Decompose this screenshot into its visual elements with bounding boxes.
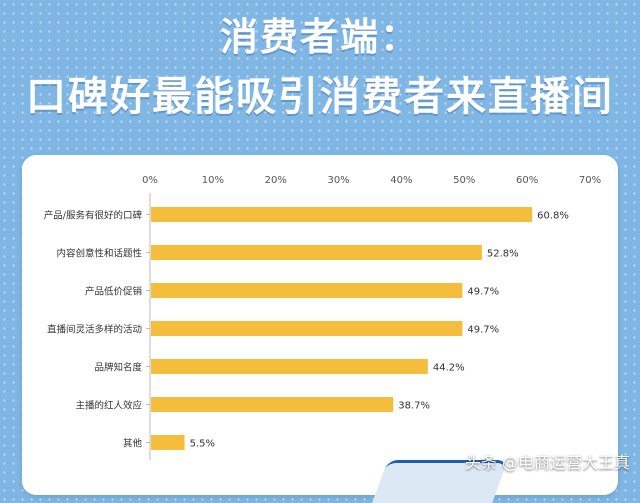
category-label: 内容创意性和话题性 (56, 248, 142, 260)
x-tick-label: 10% (202, 175, 224, 186)
title-line-1: 消费者端： (219, 15, 420, 59)
x-tick-label: 50% (453, 175, 475, 186)
category-label: 产品/服务有很好的口碑 (44, 210, 143, 222)
watermark: 头条 @电商运营大王真 (464, 453, 630, 472)
x-tick-label: 40% (390, 175, 412, 186)
x-tick-label: 0% (142, 175, 158, 186)
bar (151, 245, 482, 260)
category-label: 其他 (123, 438, 143, 450)
x-tick-label: 20% (265, 175, 287, 186)
category-label: 产品低价促销 (85, 286, 143, 298)
bar (151, 359, 428, 374)
x-tick-label: 70% (579, 175, 601, 186)
bar (151, 283, 463, 298)
bar (151, 397, 394, 412)
bar-chart: 0% 10% 20% 30% 40% 50% 60% 70% 产品/服务有很好的口碑 60.8% 内… (44, 175, 601, 460)
x-tick-label: 30% (327, 175, 349, 186)
value-label: 60.8% (537, 211, 569, 222)
value-label: 44.2% (433, 363, 465, 374)
x-tick-label: 60% (516, 175, 538, 186)
value-label: 5.5% (190, 439, 215, 450)
category-label: 主播的红人效应 (75, 400, 142, 412)
title-line-2: 口碑好最能吸引消费者来直播间 (26, 74, 614, 120)
value-label: 52.8% (487, 249, 519, 260)
bar (151, 321, 463, 336)
category-label: 品牌知名度 (94, 362, 142, 374)
category-label: 直播间灵活多样的活动 (47, 324, 142, 336)
value-label: 38.7% (398, 401, 430, 412)
value-label: 49.7% (467, 325, 499, 336)
bar (151, 435, 185, 450)
value-label: 49.7% (467, 287, 499, 298)
chart-card: 0% 10% 20% 30% 40% 50% 60% 70% 产品/服务有很好的口碑 60.8% 内… (22, 155, 618, 495)
bar (151, 207, 533, 222)
